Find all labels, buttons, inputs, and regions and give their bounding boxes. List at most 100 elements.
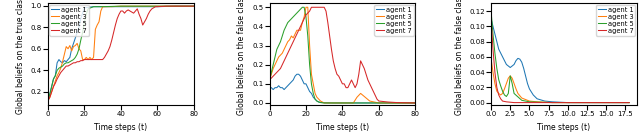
agent 7 bbox=[92, 59, 99, 60]
agent 3 bbox=[366, 100, 374, 102]
agent 5 bbox=[117, 5, 125, 7]
agent 1 bbox=[190, 5, 198, 7]
Y-axis label: Global beliefs on the false class: Global beliefs on the false class bbox=[454, 0, 463, 115]
agent 5 bbox=[499, 90, 506, 92]
agent 1 bbox=[44, 100, 52, 101]
agent 3 bbox=[92, 29, 99, 30]
agent 1 bbox=[508, 65, 516, 67]
agent 3 bbox=[278, 52, 286, 54]
agent 5 bbox=[271, 56, 279, 58]
agent 1 bbox=[393, 102, 401, 104]
agent 7 bbox=[495, 94, 502, 96]
agent 3 bbox=[84, 59, 92, 60]
agent 3 bbox=[72, 45, 79, 46]
agent 5 bbox=[500, 94, 508, 96]
agent 1 bbox=[512, 60, 520, 61]
agent 3 bbox=[300, 16, 308, 18]
agent 5 bbox=[295, 10, 303, 12]
agent 5 bbox=[489, 33, 497, 35]
agent 1 bbox=[518, 61, 525, 63]
agent 1 bbox=[99, 6, 106, 7]
agent 3 bbox=[353, 96, 361, 98]
agent 5 bbox=[287, 18, 295, 20]
agent 3 bbox=[190, 5, 198, 7]
agent 7 bbox=[117, 10, 125, 12]
agent 5 bbox=[297, 8, 305, 10]
agent 5 bbox=[276, 41, 284, 43]
Line: agent 1: agent 1 bbox=[269, 74, 415, 103]
agent 1 bbox=[75, 26, 83, 28]
agent 5 bbox=[510, 93, 518, 94]
agent 7 bbox=[489, 48, 497, 50]
agent 3 bbox=[308, 73, 316, 75]
agent 1 bbox=[154, 6, 161, 7]
agent 3 bbox=[306, 45, 314, 46]
agent 3 bbox=[285, 39, 293, 41]
agent 1 bbox=[48, 86, 56, 87]
agent 1 bbox=[313, 100, 321, 102]
agent 1 bbox=[548, 101, 556, 103]
agent 1 bbox=[306, 91, 314, 92]
agent 3 bbox=[291, 33, 299, 35]
agent 3 bbox=[342, 102, 350, 104]
agent 7 bbox=[190, 5, 198, 7]
agent 5 bbox=[154, 5, 161, 7]
agent 1 bbox=[541, 100, 548, 102]
agent 5 bbox=[330, 102, 337, 104]
agent 1 bbox=[62, 61, 70, 63]
agent 1 bbox=[51, 75, 59, 77]
agent 1 bbox=[271, 87, 279, 88]
agent 3 bbox=[93, 24, 101, 26]
agent 7 bbox=[491, 71, 499, 73]
X-axis label: Time steps (t): Time steps (t) bbox=[538, 123, 591, 132]
agent 5 bbox=[508, 83, 516, 84]
agent 3 bbox=[302, 6, 310, 8]
agent 3 bbox=[510, 83, 518, 84]
agent 7 bbox=[100, 57, 108, 58]
Legend: agent 1, agent 3, agent 5, agent 7: agent 1, agent 3, agent 5, agent 7 bbox=[374, 5, 414, 36]
agent 3 bbox=[499, 93, 506, 94]
agent 1 bbox=[64, 59, 72, 60]
agent 3 bbox=[349, 102, 357, 104]
agent 5 bbox=[46, 93, 54, 95]
agent 5 bbox=[306, 64, 314, 66]
Line: agent 5: agent 5 bbox=[269, 7, 415, 103]
agent 1 bbox=[275, 85, 282, 87]
X-axis label: Time steps (t): Time steps (t) bbox=[94, 123, 147, 132]
agent 1 bbox=[72, 37, 79, 39]
agent 5 bbox=[99, 6, 106, 7]
Line: agent 3: agent 3 bbox=[269, 7, 415, 103]
agent 5 bbox=[491, 52, 499, 54]
agent 3 bbox=[346, 102, 353, 104]
agent 3 bbox=[282, 45, 290, 46]
agent 1 bbox=[497, 52, 504, 54]
agent 3 bbox=[317, 100, 324, 102]
agent 1 bbox=[295, 73, 303, 75]
agent 3 bbox=[489, 71, 497, 73]
agent 1 bbox=[315, 101, 323, 103]
agent 5 bbox=[83, 13, 90, 15]
agent 3 bbox=[83, 57, 90, 58]
agent 7 bbox=[59, 70, 67, 71]
agent 5 bbox=[269, 64, 277, 66]
agent 1 bbox=[77, 18, 84, 19]
agent 7 bbox=[510, 102, 518, 103]
agent 1 bbox=[321, 102, 328, 104]
agent 1 bbox=[57, 61, 65, 63]
agent 3 bbox=[273, 60, 281, 62]
agent 5 bbox=[44, 100, 52, 101]
agent 1 bbox=[302, 83, 310, 85]
Line: agent 7: agent 7 bbox=[491, 19, 629, 103]
agent 1 bbox=[66, 57, 74, 58]
agent 7 bbox=[308, 6, 316, 8]
agent 5 bbox=[284, 22, 292, 23]
agent 3 bbox=[356, 93, 364, 94]
agent 1 bbox=[514, 58, 522, 59]
agent 3 bbox=[487, 58, 495, 59]
agent 5 bbox=[48, 86, 56, 87]
agent 5 bbox=[190, 5, 198, 7]
agent 3 bbox=[86, 57, 93, 58]
agent 1 bbox=[46, 93, 54, 95]
agent 5 bbox=[57, 66, 65, 68]
agent 7 bbox=[342, 87, 350, 88]
